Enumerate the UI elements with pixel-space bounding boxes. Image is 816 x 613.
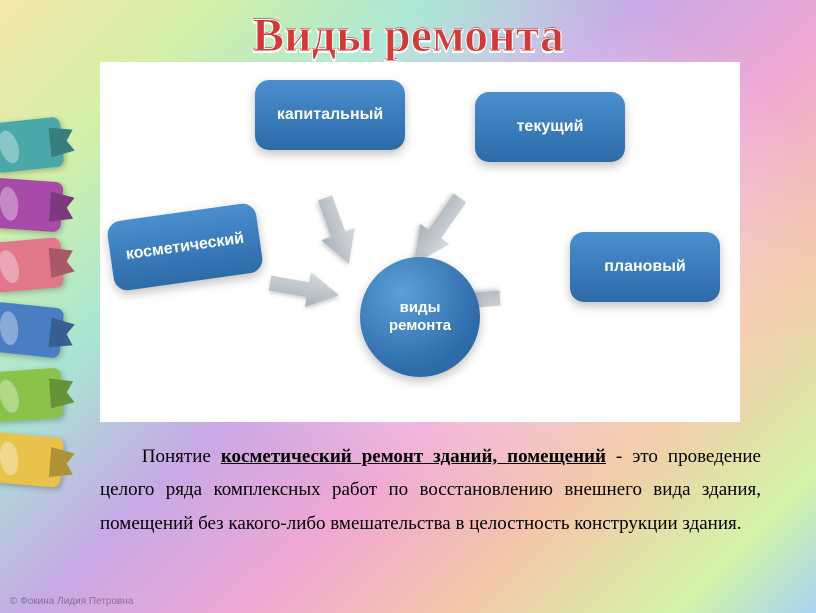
slide-content: Виды ремонта косметический капитальный тек… [0,0,816,613]
diagram-node-n3: текущий [475,92,625,162]
diagram-node-n1: косметический [106,202,264,292]
radial-diagram: косметический капитальный текущий плановый в… [100,62,740,422]
diagram-node-n2: капитальный [255,80,405,150]
copyright-footer: © Фокина Лидия Петровна [10,596,133,607]
diagram-node-n4: плановый [570,232,720,302]
diagram-center-node: виды ремонта [360,257,480,377]
paragraph-block: Понятие косметический ремонт зданий, пом… [100,440,761,540]
para-pre: Понятие [142,446,221,467]
slide-title: Виды ремонта [0,8,816,63]
para-emph: косметический ремонт зданий, помещений [221,446,606,467]
diagram-panel: косметический капитальный текущий плановый в… [100,62,740,422]
definition-paragraph: Понятие косметический ремонт зданий, пом… [100,440,761,540]
